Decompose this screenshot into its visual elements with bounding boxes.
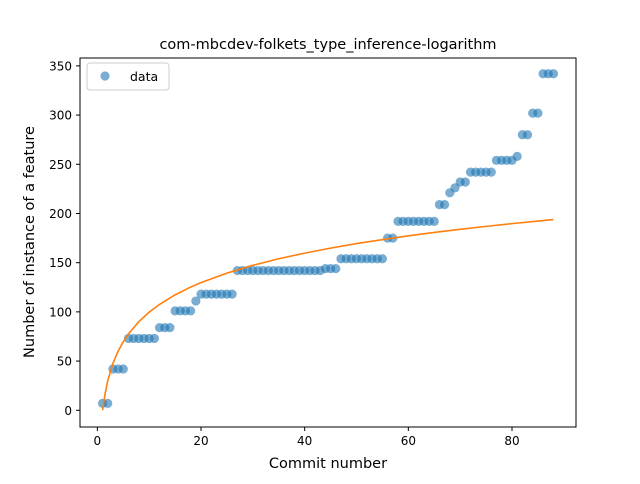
y-tick-label: 250 [49,158,72,172]
data-point [377,254,388,264]
data-point [440,200,450,210]
data-point [118,364,128,374]
data-point [450,183,460,193]
data-point [186,306,196,316]
y-tick-label: 300 [49,109,72,123]
data-point [486,167,496,177]
x-tick-label: 40 [297,434,312,448]
y-tick-label: 100 [49,305,72,319]
data-point [460,177,470,187]
data-point [331,263,341,274]
y-tick-label: 200 [49,207,72,221]
legend-marker-data [100,71,110,81]
x-tick-label: 20 [193,434,208,448]
data-point [533,108,543,118]
x-tick-label: 80 [504,434,519,448]
y-tick-label: 350 [49,59,72,73]
data-point [149,333,159,344]
x-axis-ticks: 0 20 40 60 80 [94,427,520,448]
data-point [191,296,201,306]
y-axis-label: Number of instance of a feature [22,126,38,358]
data-layer [97,69,559,411]
data-point [512,151,522,161]
legend-box [86,62,170,91]
y-tick-label: 150 [49,256,72,270]
x-axis-label: Commit number [269,456,387,472]
axes-frame [79,57,577,428]
data-point [429,216,439,226]
legend-label-data: data [130,69,158,84]
y-tick-label: 0 [64,404,72,418]
data-point [227,289,237,299]
chart-title: com-mbcdev-folkets_type_inference-logari… [159,37,496,53]
x-tick-label: 60 [401,434,416,448]
y-axis-ticks: 0 50 100 150 200 250 300 350 [49,59,80,418]
y-tick-label: 50 [57,355,72,369]
data-point [165,323,175,333]
data-point [103,398,113,408]
data-point [522,130,533,140]
data-point [548,69,559,79]
fit-line [101,218,554,411]
legend: data [86,62,170,91]
x-tick-label: 0 [94,434,102,448]
